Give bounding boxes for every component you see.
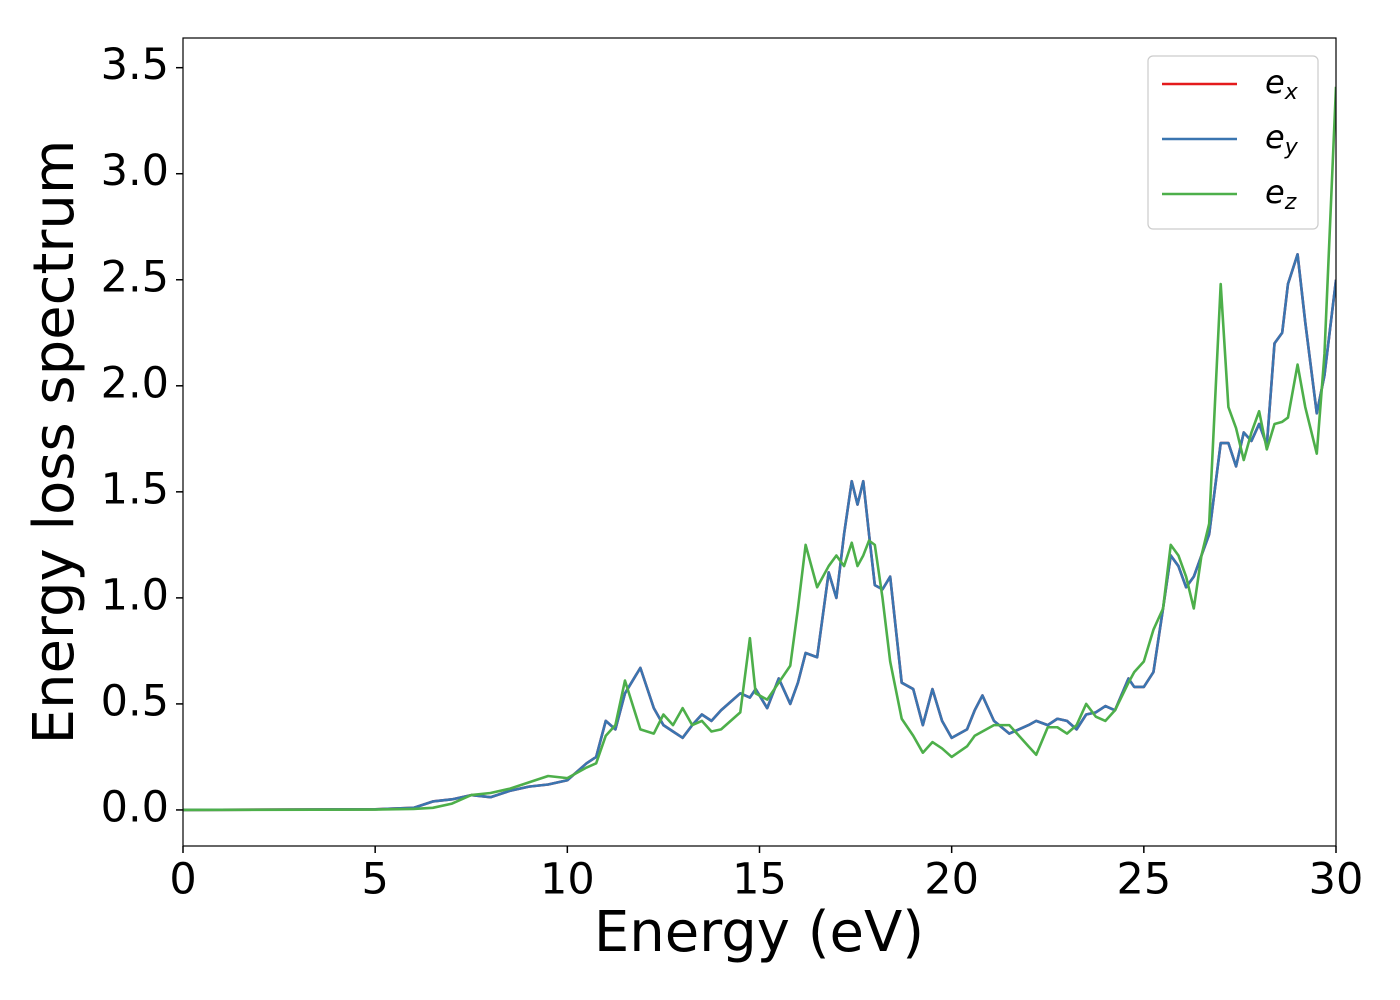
x-tick-label: 0 bbox=[169, 855, 196, 905]
x-tick-label: 15 bbox=[732, 855, 787, 905]
legend-label: ex bbox=[1265, 63, 1299, 105]
y-tick-label: 3.5 bbox=[101, 40, 169, 90]
x-tick-label: 10 bbox=[540, 855, 595, 905]
y-tick-label: 2.5 bbox=[101, 252, 169, 302]
plot-frame bbox=[182, 37, 1337, 847]
y-tick-label: 2.0 bbox=[101, 358, 169, 408]
series-line bbox=[183, 86, 1336, 812]
x-tick-label: 25 bbox=[1116, 855, 1171, 905]
x-tick-label: 5 bbox=[361, 855, 388, 905]
legend-label: ez bbox=[1265, 173, 1297, 215]
legend-label: ey bbox=[1265, 118, 1299, 160]
y-axis-label: Energy loss spectrum bbox=[22, 140, 87, 745]
x-tick-label: 30 bbox=[1309, 855, 1364, 905]
x-axis-label: Energy (eV) bbox=[594, 900, 924, 965]
y-tick-label: 3.0 bbox=[101, 146, 169, 196]
y-tick-label: 1.5 bbox=[101, 464, 169, 514]
y-tick-label: 1.0 bbox=[101, 570, 169, 620]
series-line bbox=[183, 253, 1336, 812]
y-tick-label: 0.5 bbox=[101, 676, 169, 726]
x-tick-label: 20 bbox=[924, 855, 979, 905]
legend-box bbox=[1147, 55, 1319, 230]
y-tick-label: 0.0 bbox=[101, 782, 169, 832]
